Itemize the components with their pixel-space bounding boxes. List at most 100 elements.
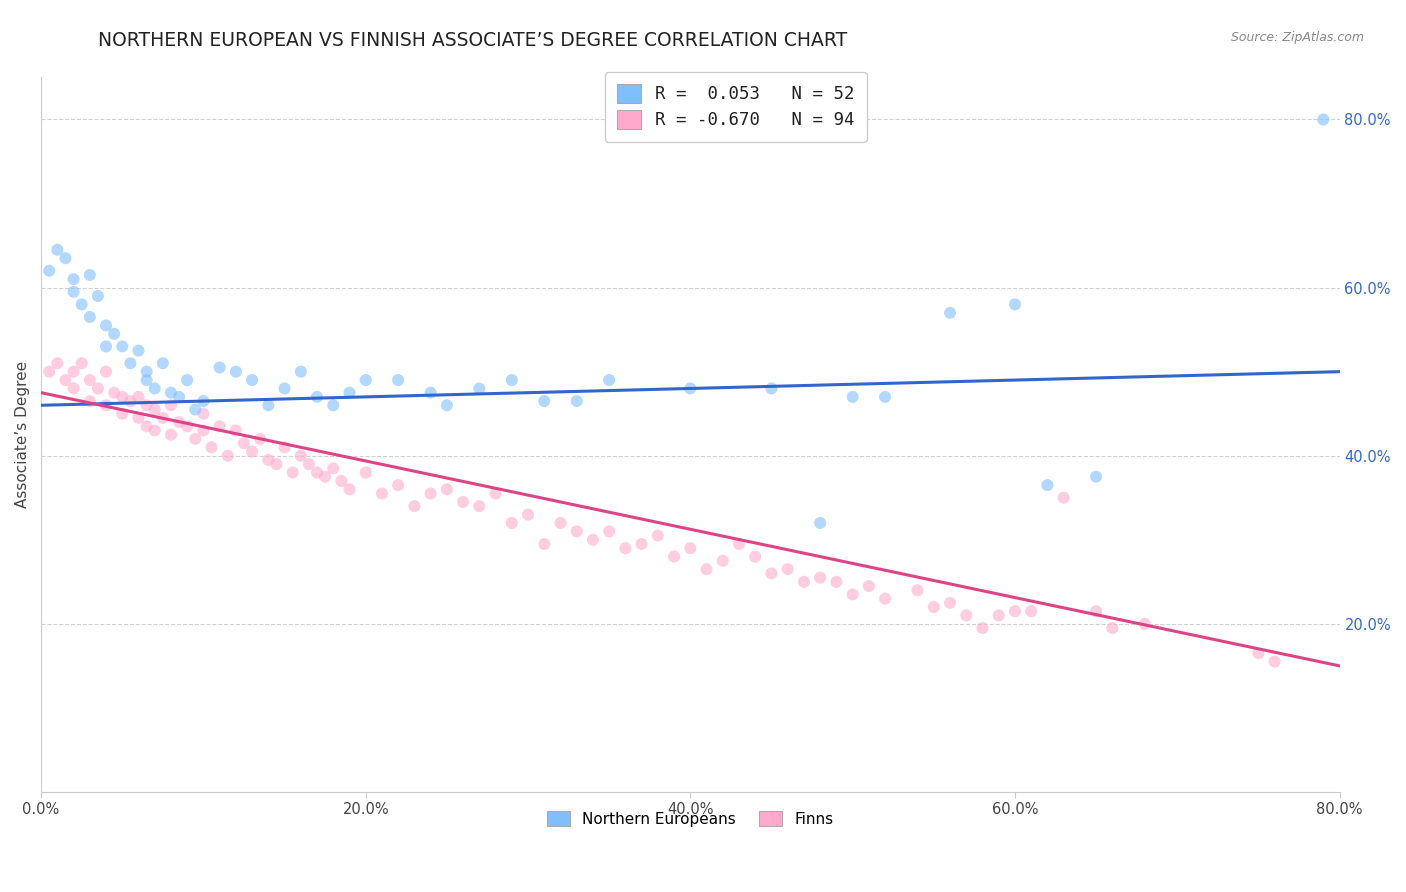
Point (290, 449, 312, 463)
Point (55, 251, 77, 265)
Point (103, 385, 125, 400)
Point (200, 440, 222, 454)
Point (208, 360, 231, 375)
Point (298, 457, 321, 471)
Point (70, 356, 93, 370)
Point (38, 264, 60, 278)
Point (404, 499, 426, 513)
Point (614, 541, 637, 556)
Point (193, 394, 215, 409)
Point (143, 382, 166, 396)
Point (419, 385, 441, 400)
Point (873, 390, 896, 404)
Point (1004, 604, 1026, 618)
Point (87, 382, 110, 396)
Point (728, 537, 751, 551)
Point (484, 486, 506, 500)
Point (451, 495, 474, 509)
Point (533, 537, 555, 551)
Point (1004, 297, 1026, 311)
Point (62, 382, 84, 396)
Point (103, 326, 125, 341)
Point (825, 574, 848, 589)
Point (160, 427, 183, 442)
Point (939, 596, 962, 610)
Point (1247, 646, 1270, 660)
Point (314, 469, 336, 483)
Point (233, 436, 256, 450)
Point (135, 419, 157, 434)
Point (273, 440, 295, 454)
Point (94, 365, 117, 379)
Point (841, 587, 863, 601)
Point (354, 373, 377, 387)
Point (322, 461, 344, 475)
Point (70, 297, 93, 311)
Point (160, 385, 183, 400)
Legend: Northern Europeans, Finns: Northern Europeans, Finns (540, 803, 841, 834)
Point (1133, 616, 1156, 631)
Text: Source: ZipAtlas.com: Source: ZipAtlas.com (1230, 31, 1364, 45)
Point (550, 516, 572, 530)
Point (468, 499, 491, 513)
Point (79, 394, 101, 409)
Point (79, 268, 101, 282)
Point (1264, 655, 1286, 669)
Point (94, 318, 117, 333)
Point (305, 390, 328, 404)
Point (419, 486, 441, 500)
Point (120, 356, 142, 370)
Point (128, 390, 150, 404)
Point (62, 285, 84, 299)
Point (808, 571, 831, 585)
Point (841, 390, 863, 404)
Y-axis label: Associate’s Degree: Associate’s Degree (15, 361, 30, 508)
Point (217, 449, 239, 463)
Point (468, 382, 491, 396)
Point (128, 343, 150, 358)
Point (46, 243, 69, 257)
Point (322, 398, 344, 412)
Point (696, 562, 718, 576)
Point (184, 402, 207, 417)
Point (939, 306, 962, 320)
Point (1312, 112, 1334, 127)
Point (135, 373, 157, 387)
Point (79, 373, 101, 387)
Point (679, 382, 702, 396)
Point (1085, 469, 1108, 483)
Point (152, 410, 174, 425)
Point (143, 402, 166, 417)
Point (387, 478, 409, 492)
Point (62, 272, 84, 286)
Point (808, 516, 831, 530)
Point (193, 424, 215, 438)
Point (62, 365, 84, 379)
Point (266, 457, 288, 471)
Point (873, 591, 896, 606)
Point (793, 574, 815, 589)
Point (273, 382, 295, 396)
Point (152, 356, 174, 370)
Point (94, 398, 117, 412)
Point (711, 554, 734, 568)
Point (176, 419, 198, 434)
Point (249, 432, 271, 446)
Point (128, 410, 150, 425)
Point (55, 373, 77, 387)
Point (907, 583, 929, 598)
Point (1052, 491, 1074, 505)
Point (46, 356, 69, 370)
Point (533, 394, 555, 409)
Point (501, 373, 523, 387)
Point (290, 365, 312, 379)
Point (1036, 478, 1059, 492)
Point (120, 394, 142, 409)
Point (436, 483, 458, 497)
Point (339, 483, 361, 497)
Point (111, 339, 134, 353)
Point (662, 549, 685, 564)
Point (339, 385, 361, 400)
Point (647, 528, 669, 542)
Point (436, 398, 458, 412)
